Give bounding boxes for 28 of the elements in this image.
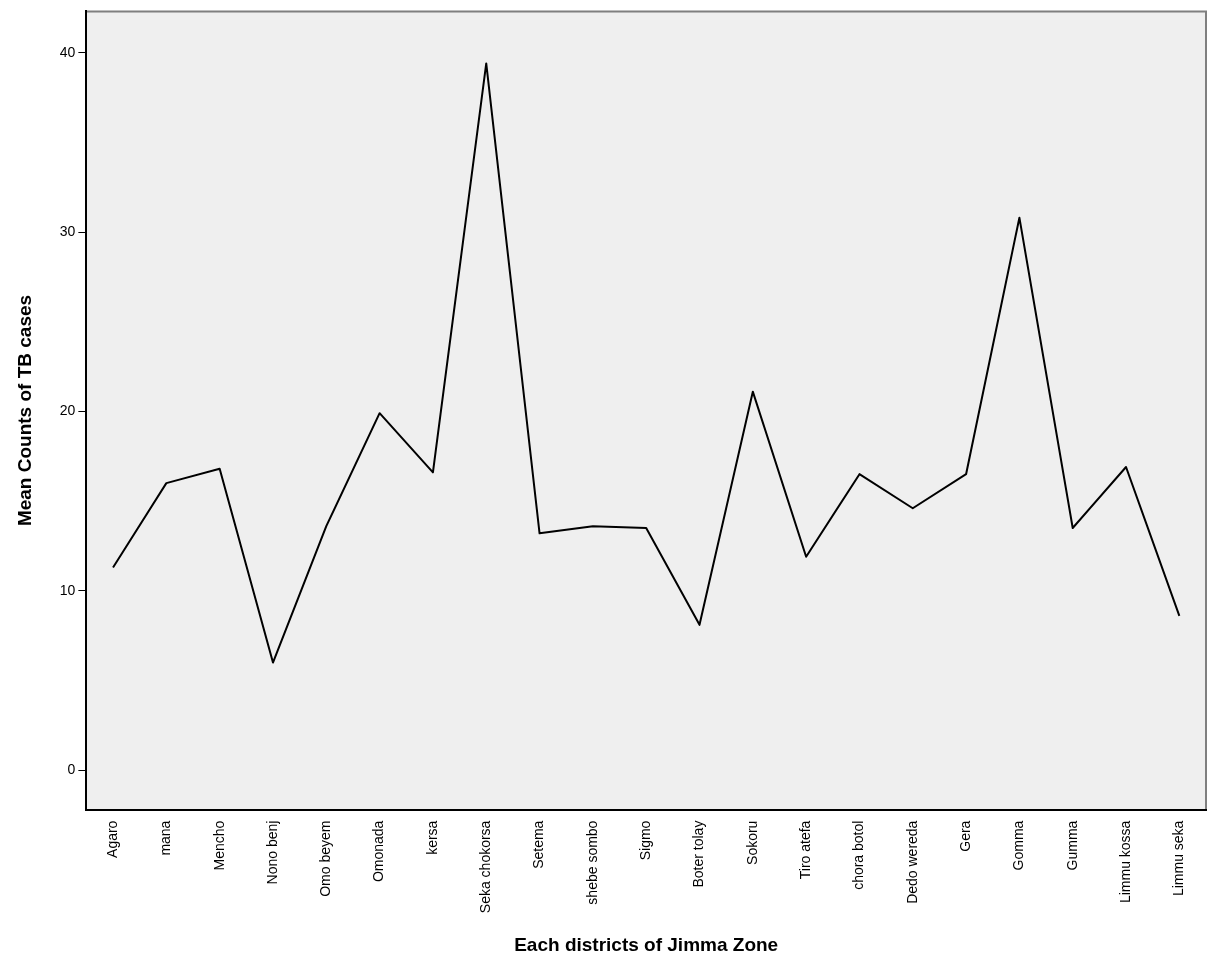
x-axis-title: Each districts of Jimma Zone: [514, 933, 779, 955]
x-tick-label: Mencho: [210, 820, 227, 871]
x-tick-label: Sokoru: [743, 820, 760, 865]
x-tick-label: Seka chokorsa: [477, 820, 494, 914]
x-tick-label: Setema: [530, 820, 547, 869]
x-tick-label: Boter tolay: [690, 820, 707, 888]
x-tick-label: Omonada: [370, 820, 387, 883]
x-tick-label: Dedo wereda: [903, 820, 920, 904]
x-tick-label: shebe sombo: [583, 820, 600, 905]
x-tick-label: Agaro: [103, 820, 120, 858]
y-tick-label: 0: [67, 760, 76, 777]
x-tick-label: Gumma: [1063, 820, 1080, 871]
x-tick-label: Sigmo: [637, 820, 654, 861]
y-tick-label: 10: [59, 581, 76, 598]
x-tick-label: kersa: [423, 820, 440, 855]
x-tick-label: Gomma: [1010, 820, 1027, 871]
y-tick-label: 40: [59, 43, 76, 60]
x-tick-label: Tiro atefa: [796, 820, 813, 880]
x-tick-label: mana: [157, 820, 174, 856]
x-tick-label: Omo beyem: [317, 820, 334, 897]
x-tick-label: Limmu kossa: [1116, 820, 1133, 904]
y-tick-label: 30: [59, 222, 76, 239]
x-tick-label: Nono benj: [263, 820, 280, 885]
y-axis-title: Mean Counts of TB cases: [13, 294, 35, 527]
x-tick-label: chora botol: [850, 820, 867, 890]
y-tick-label: 20: [59, 402, 76, 419]
x-tick-label: Gera: [956, 820, 973, 852]
x-tick-label: Limmu seka: [1170, 820, 1187, 897]
